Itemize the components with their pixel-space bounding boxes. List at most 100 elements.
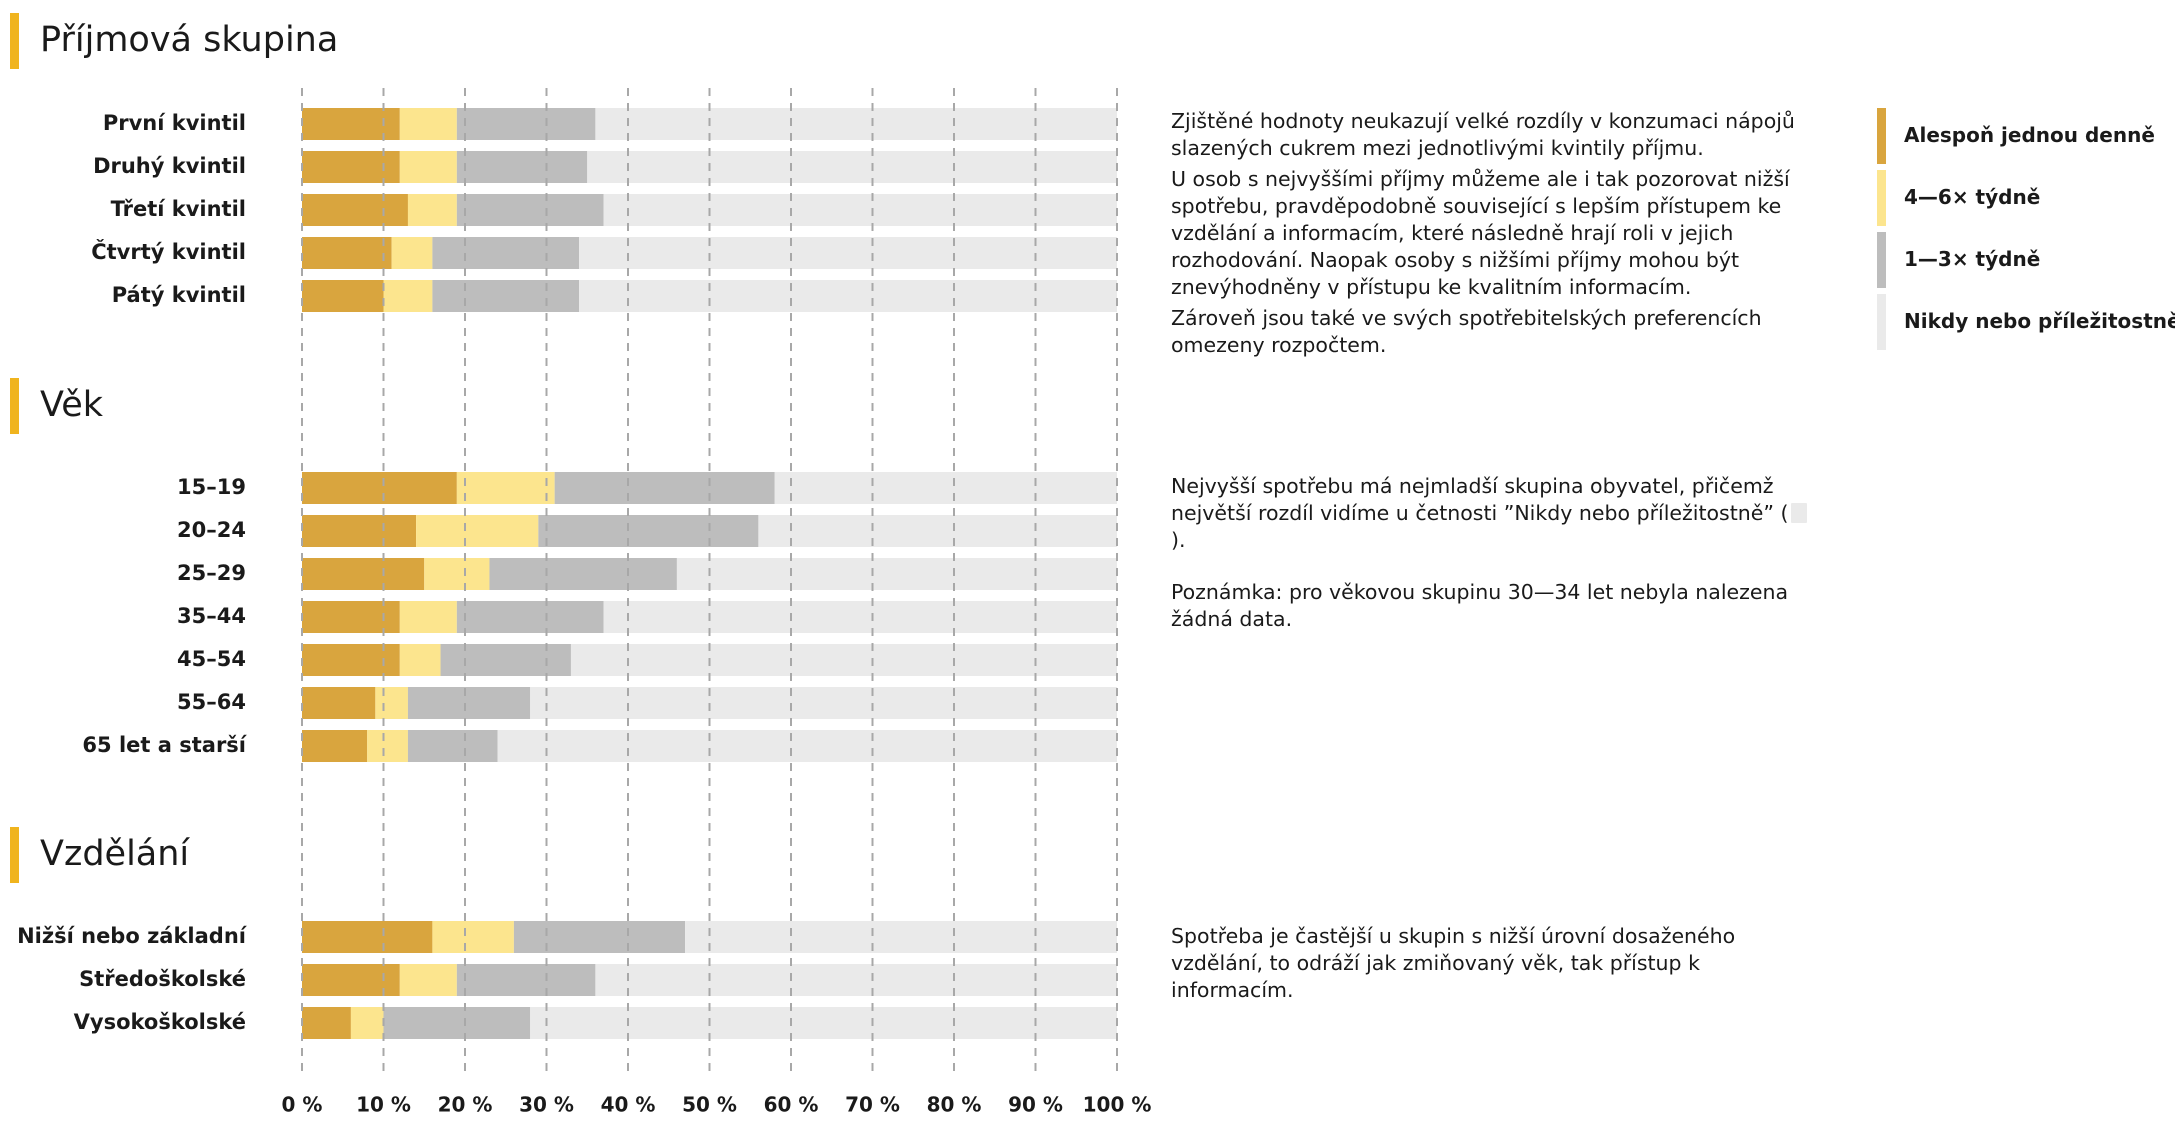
- bar-segment-daily: [302, 601, 400, 633]
- bar-segment-never: [603, 194, 1117, 226]
- bar-segment-daily: [302, 921, 433, 953]
- bar-segment-daily: [302, 730, 368, 762]
- bar-segment-4-6-weekly: [399, 644, 441, 676]
- section-title: Vzdělání: [40, 834, 190, 874]
- note-age-text-b: ).: [1171, 528, 1186, 552]
- legend-label-daily: Alespoň jednou denně: [1904, 123, 2155, 147]
- bar-segment-never: [570, 644, 1117, 676]
- x-tick-label: 40 %: [601, 1093, 656, 1117]
- bar-segment-1-3-weekly: [513, 921, 686, 953]
- x-tick-label: 90 %: [1008, 1093, 1063, 1117]
- category-label: 55–64: [177, 690, 246, 714]
- bar-segment-1-3-weekly: [554, 472, 775, 504]
- category-label: Středoškolské: [79, 967, 246, 991]
- x-tick-label: 70 %: [845, 1093, 900, 1117]
- bar-segment-never: [530, 687, 1117, 719]
- category-label: 45–54: [177, 647, 246, 671]
- bar-segment-4-6-weekly: [399, 151, 457, 183]
- bar-segment-daily: [302, 964, 400, 996]
- legend-label-4-6-weekly: 4—6× týdně: [1904, 185, 2041, 209]
- bar-segment-4-6-weekly: [424, 558, 490, 590]
- legend-label-never: Nikdy nebo příležitostně: [1904, 309, 2175, 333]
- bar-segment-never: [758, 515, 1117, 547]
- bar-segment-4-6-weekly: [367, 730, 408, 762]
- x-tick-label: 50 %: [682, 1093, 737, 1117]
- category-label: 65 let a starší: [82, 733, 247, 757]
- bar-segment-4-6-weekly: [383, 280, 433, 312]
- note-income-paragraph-1: Zjištěné hodnoty neukazují velké rozdíly…: [1171, 109, 1795, 160]
- bar-segment-never: [497, 730, 1118, 762]
- bar-segment-1-3-weekly: [456, 964, 596, 996]
- bar-segment-never: [595, 108, 1117, 140]
- legend-swatch-daily: [1877, 108, 1886, 164]
- bar-segment-never: [685, 921, 1117, 953]
- x-tick-label: 10 %: [356, 1093, 411, 1117]
- bar-segment-4-6-weekly: [399, 601, 457, 633]
- x-tick-label: 80 %: [927, 1093, 982, 1117]
- bar-segment-never: [579, 237, 1117, 269]
- x-tick-label: 20 %: [438, 1093, 493, 1117]
- note-age: Nejvyšší spotřebu má nejmladší skupina o…: [1171, 473, 1821, 637]
- x-tick-label: 60 %: [764, 1093, 819, 1117]
- note-income-paragraph-3: Zároveň jsou také ve svých spotřebitelsk…: [1171, 306, 1762, 357]
- bar-segment-4-6-weekly: [391, 237, 433, 269]
- bar-segment-never: [676, 558, 1117, 590]
- bar-segment-daily: [302, 108, 400, 140]
- bar-segment-daily: [302, 1007, 351, 1039]
- category-label: Čtvrtý kvintil: [91, 239, 246, 264]
- category-label: 35–44: [177, 604, 246, 628]
- bar-segment-1-3-weekly: [538, 515, 759, 547]
- category-label: 15–19: [177, 475, 246, 499]
- x-tick-label: 100 %: [1083, 1093, 1152, 1117]
- bar-segment-1-3-weekly: [432, 280, 580, 312]
- x-tick-label: 30 %: [519, 1093, 574, 1117]
- bar-segment-4-6-weekly: [375, 687, 408, 719]
- bar-segment-never: [579, 280, 1117, 312]
- category-label: Druhý kvintil: [93, 154, 246, 178]
- bar-segment-1-3-weekly: [383, 1007, 531, 1039]
- category-label: 20–24: [177, 518, 246, 542]
- category-label: 25–29: [177, 561, 246, 585]
- category-label: Nižší nebo základní: [17, 924, 248, 948]
- legend-item-daily: Alespoň jednou denně: [1877, 108, 2175, 164]
- legend-swatch-never: [1877, 294, 1886, 350]
- bar-segment-1-3-weekly: [456, 151, 588, 183]
- bar-segment-4-6-weekly: [456, 472, 555, 504]
- bar-segment-daily: [302, 194, 408, 226]
- section-marker: [10, 827, 19, 883]
- bar-segment-daily: [302, 280, 384, 312]
- category-label: Vysokoškolské: [74, 1010, 246, 1034]
- bar-segment-1-3-weekly: [440, 644, 571, 676]
- bar-segment-1-3-weekly: [407, 730, 498, 762]
- bar-segment-daily: [302, 237, 392, 269]
- note-education-paragraph: Spotřeba je častější u skupin s nižší úr…: [1171, 924, 1736, 1002]
- section-marker: [10, 378, 19, 434]
- bar-segment-1-3-weekly: [407, 687, 531, 719]
- legend-item-1-3-weekly: 1—3× týdně: [1877, 232, 2175, 288]
- bar-segment-daily: [302, 558, 425, 590]
- legend-swatch-4-6-weekly: [1877, 170, 1886, 226]
- bar-segment-4-6-weekly: [350, 1007, 384, 1039]
- category-label: Pátý kvintil: [112, 283, 246, 307]
- bar-segment-4-6-weekly: [432, 921, 514, 953]
- bar-segment-1-3-weekly: [489, 558, 677, 590]
- bar-segment-1-3-weekly: [456, 601, 604, 633]
- bar-segment-daily: [302, 472, 457, 504]
- section-marker: [10, 13, 19, 69]
- legend: Alespoň jednou denně 4—6× týdně 1—3× týd…: [1877, 108, 2175, 356]
- bar-segment-daily: [302, 687, 376, 719]
- bar-segment-never: [595, 964, 1117, 996]
- bar-segment-never: [587, 151, 1117, 183]
- bar-segment-never: [774, 472, 1117, 504]
- bar-segment-4-6-weekly: [416, 515, 539, 547]
- bar-segment-1-3-weekly: [456, 108, 596, 140]
- bar-segment-1-3-weekly: [432, 237, 580, 269]
- section-title: Věk: [40, 385, 104, 425]
- bar-segment-4-6-weekly: [399, 108, 457, 140]
- bar-segment-daily: [302, 515, 417, 547]
- bar-segment-never: [530, 1007, 1117, 1039]
- legend-item-never: Nikdy nebo příležitostně: [1877, 294, 2175, 350]
- note-education: Spotřeba je častější u skupin s nižší úr…: [1171, 923, 1821, 1008]
- note-income: Zjištěné hodnoty neukazují velké rozdíly…: [1171, 108, 1821, 363]
